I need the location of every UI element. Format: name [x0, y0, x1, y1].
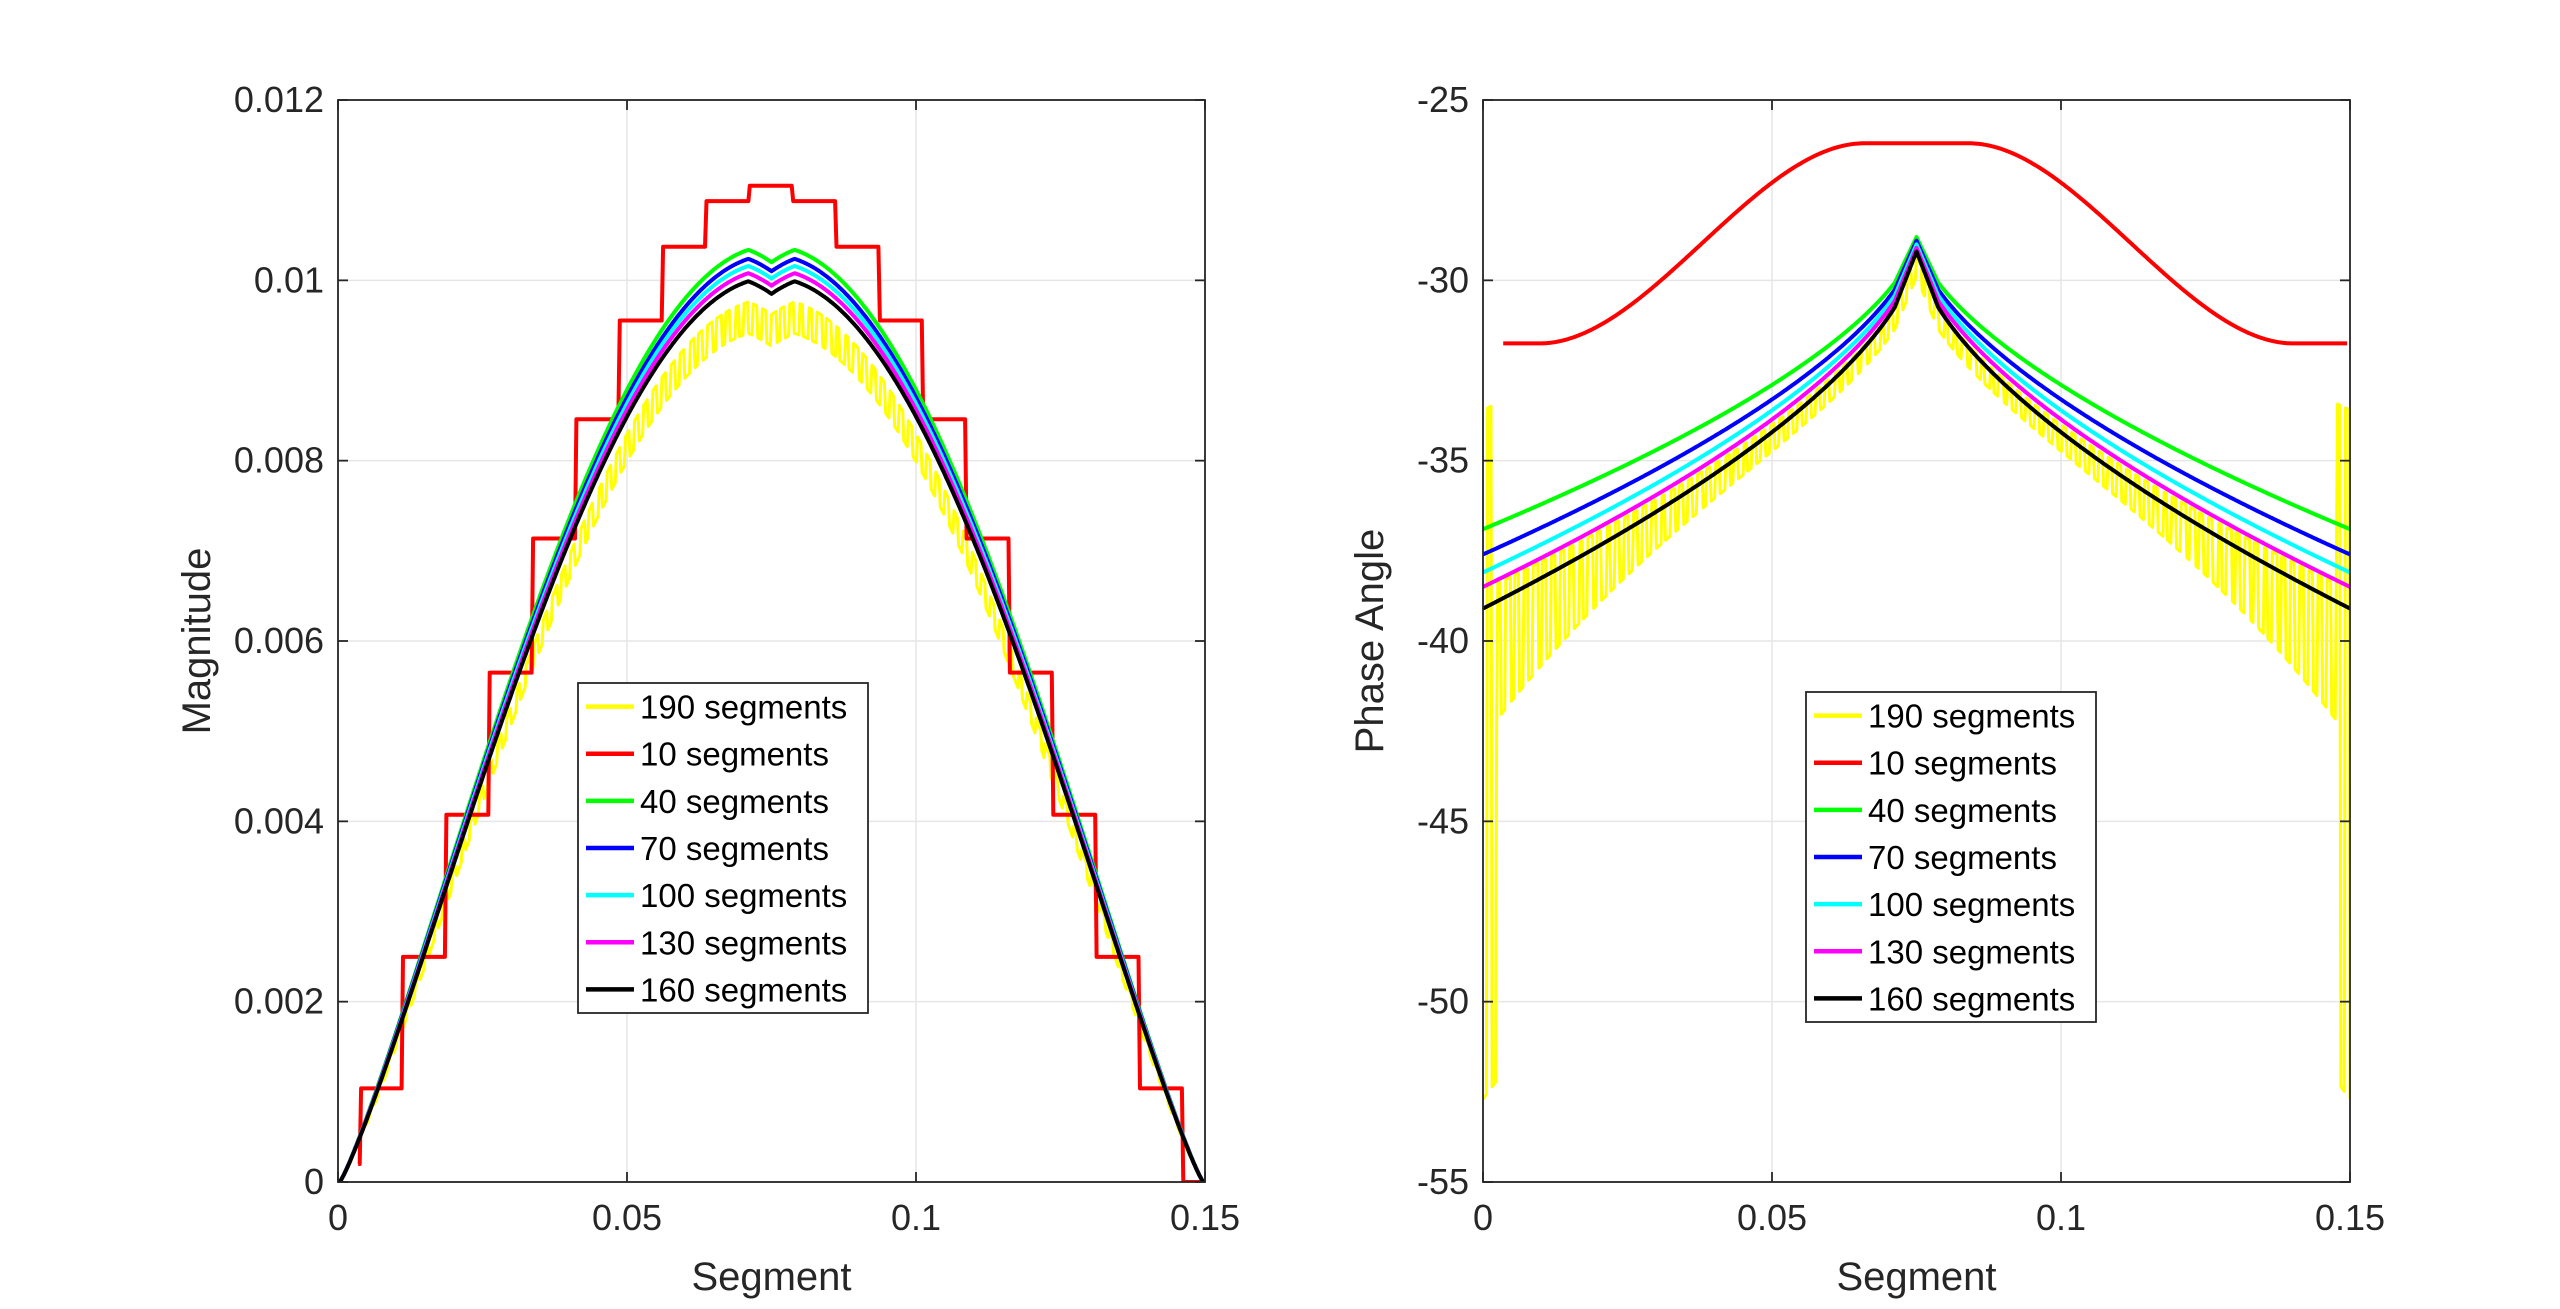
legend-entry: 100 segments	[1868, 886, 2075, 923]
legend-entry: 130 segments	[640, 924, 847, 961]
x-tick-label: 0.1	[891, 1197, 941, 1238]
y-tick-label: -30	[1417, 259, 1469, 300]
legend-entry: 130 segments	[1868, 933, 2075, 970]
legend-entry: 190 segments	[640, 689, 847, 726]
legend-entry: 190 segments	[1868, 698, 2075, 735]
legend-entry: 70 segments	[640, 830, 829, 867]
legend-entry: 10 segments	[640, 736, 829, 773]
legend-entry: 40 segments	[1868, 792, 2057, 829]
x-tick-label: 0.1	[2036, 1197, 2086, 1238]
x-tick-label: 0.15	[2315, 1197, 2385, 1238]
x-tick-label: 0.05	[1737, 1197, 1807, 1238]
y-tick-label: 0.004	[234, 800, 324, 841]
x-tick-label: 0.15	[1170, 1197, 1240, 1238]
y-tick-label: -50	[1417, 981, 1469, 1022]
y-tick-label: 0.006	[234, 620, 324, 661]
series-line-190-segments	[338, 300, 1205, 1182]
x-tick-label: 0	[328, 1197, 348, 1238]
x-tick-label: 0.05	[592, 1197, 662, 1238]
legend: 190 segments 10 segments 40 segments 70 seg…	[1805, 691, 2097, 1023]
series-line-10-segments	[1502, 141, 2348, 346]
series-line-160-segments	[1483, 249, 2350, 611]
legend-entry: 160 segments	[640, 971, 847, 1008]
y-tick-label: -55	[1417, 1161, 1469, 1202]
y-tick-label: -25	[1417, 79, 1469, 120]
magnitude-plot: 0 0.05 0.1 0.15 0 0.002 0.004 0.006 0.008 0.01 0.0…	[175, 79, 1240, 1299]
series-line-40-segments	[1483, 235, 2350, 532]
series-line-160-segments	[338, 279, 1205, 1182]
y-tick-label: -40	[1417, 620, 1469, 661]
legend-entry: 40 segments	[640, 783, 829, 820]
legend-entry: 100 segments	[640, 877, 847, 914]
series-line-130-segments	[1483, 245, 2350, 589]
x-axis-label: Segment	[691, 1255, 851, 1299]
y-tick-label: -45	[1417, 800, 1469, 841]
series-line-100-segments	[1483, 242, 2350, 575]
series-line-70-segments	[1483, 238, 2350, 557]
y-tick-label: 0	[304, 1161, 324, 1202]
y-tick-label: 0.008	[234, 440, 324, 481]
legend-entry: 160 segments	[1868, 980, 2075, 1017]
phase-angle-plot: 0 0.05 0.1 0.15 -55 -50 -45 -40 -35 -30 -25 Segment…	[1348, 79, 2385, 1299]
series-line-10-segments	[357, 183, 1205, 1182]
y-axis-label: Magnitude	[175, 548, 219, 735]
legend: 190 segments 10 segments 40 segments 70 seg…	[577, 682, 869, 1014]
legend-entry: 10 segments	[1868, 745, 2057, 782]
x-axis-label: Segment	[1836, 1255, 1996, 1299]
y-tick-label: 0.012	[234, 79, 324, 120]
y-tick-label: 0.01	[254, 259, 324, 300]
x-tick-label: 0	[1473, 1197, 1493, 1238]
y-axis-label: Phase Angle	[1348, 529, 1392, 754]
y-tick-label: 0.002	[234, 981, 324, 1022]
legend-entry: 70 segments	[1868, 839, 2057, 876]
y-tick-label: -35	[1417, 440, 1469, 481]
